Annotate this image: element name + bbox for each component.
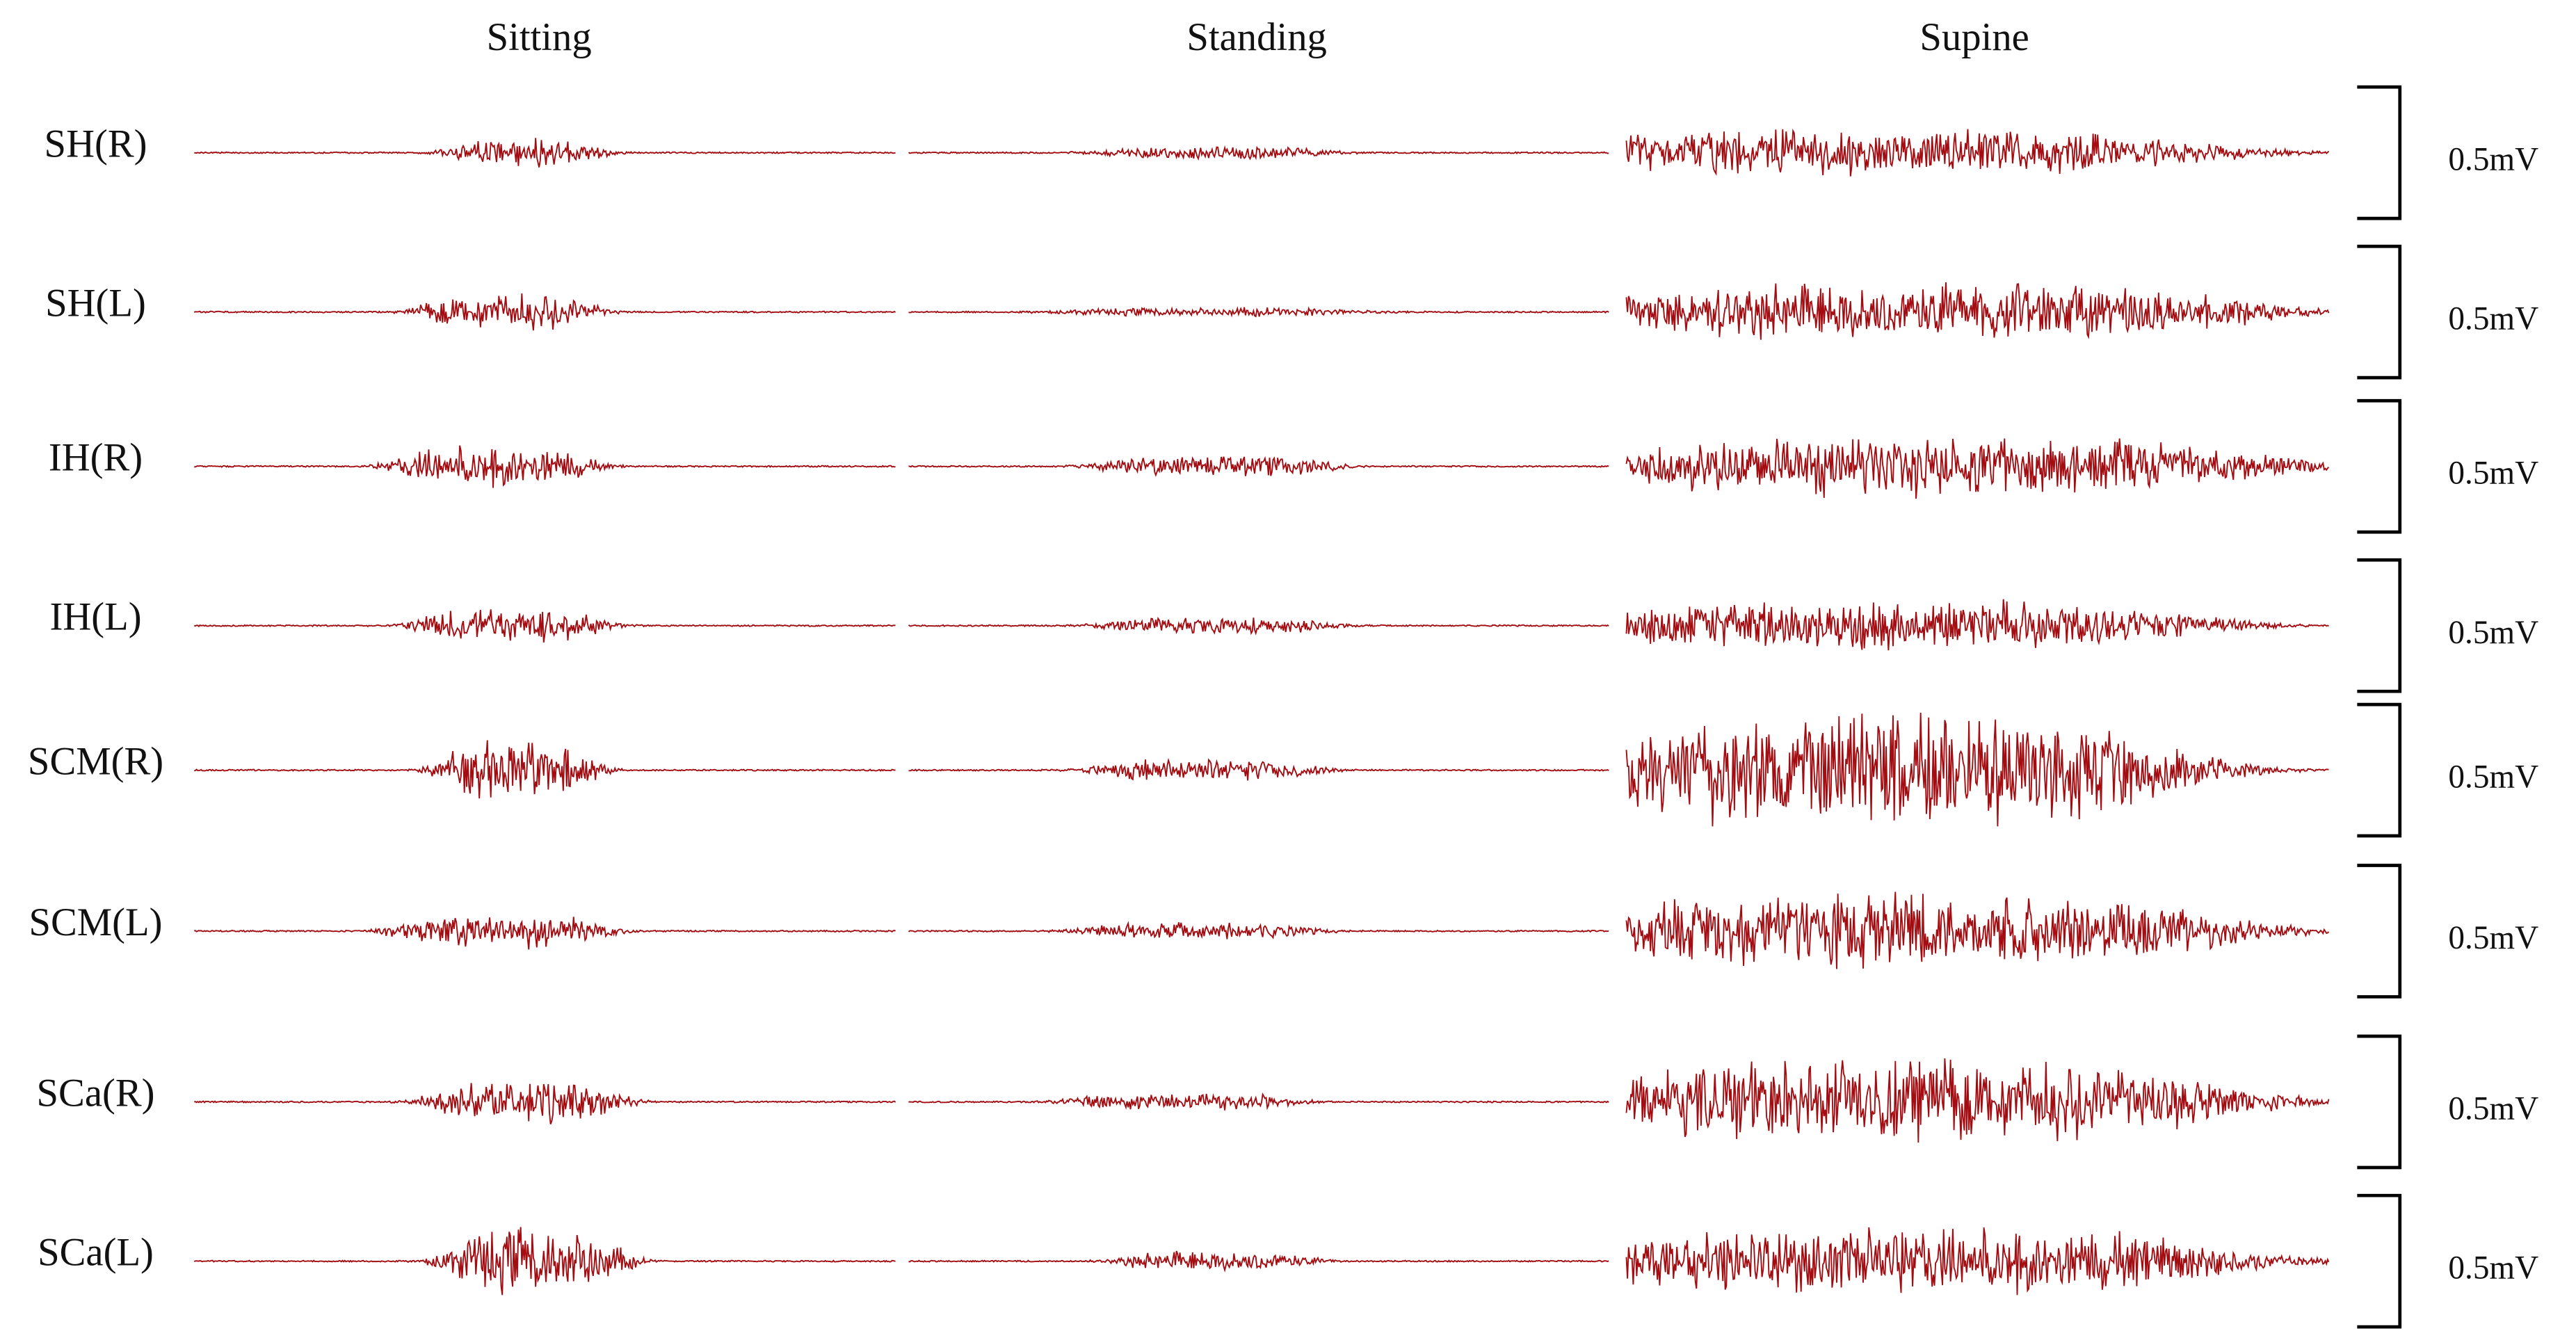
scale-bracket xyxy=(2357,864,2402,999)
emg-trace xyxy=(194,138,896,168)
row-label: SCM(L) xyxy=(29,901,163,944)
scale-bracket xyxy=(2357,398,2402,534)
row-label: IH(R) xyxy=(49,437,143,480)
row-label: SH(L) xyxy=(45,282,146,325)
row-label: SCa(R) xyxy=(37,1072,155,1115)
emg-trace xyxy=(193,1083,896,1125)
emg-trace xyxy=(908,455,1609,477)
scale-bracket xyxy=(2357,702,2402,838)
emg-trace xyxy=(908,306,1609,318)
emg-trace xyxy=(193,740,896,799)
scale-label: 0.5mV xyxy=(2448,615,2538,651)
scale-label: 0.5mV xyxy=(2448,1250,2538,1286)
emg-trace xyxy=(908,616,1609,636)
emg-trace xyxy=(1625,128,2330,177)
emg-trace xyxy=(194,445,896,488)
emg-trace xyxy=(194,917,896,950)
scale-bracket xyxy=(2357,85,2402,220)
emg-trace xyxy=(193,293,896,331)
row-label: SH(R) xyxy=(45,123,147,166)
scale-label: 0.5mV xyxy=(2448,1091,2538,1127)
scale-bracket xyxy=(2357,558,2402,693)
scale-bracket xyxy=(2357,1193,2402,1329)
row-label: IH(L) xyxy=(49,596,141,639)
scale-label: 0.5mV xyxy=(2448,301,2538,337)
scale-label: 0.5mV xyxy=(2448,759,2538,796)
scale-bracket xyxy=(2357,244,2402,380)
emg-trace xyxy=(1625,438,2330,499)
scale-label: 0.5mV xyxy=(2448,142,2538,178)
emg-trace xyxy=(1625,1058,2330,1143)
emg-trace xyxy=(908,921,1609,939)
row-label: SCa(L) xyxy=(38,1232,154,1275)
emg-trace xyxy=(908,1250,1609,1273)
emg-trace xyxy=(908,1092,1609,1111)
scale-bracket xyxy=(2357,1034,2402,1170)
column-title: Supine xyxy=(1919,16,2029,59)
row-label: SCM(R) xyxy=(28,740,163,783)
emg-trace xyxy=(908,145,1609,161)
emg-trace xyxy=(1625,282,2330,340)
emg-trace xyxy=(908,757,1609,781)
emg-trace xyxy=(1625,712,2329,827)
scale-label: 0.5mV xyxy=(2448,920,2538,956)
emg-trace xyxy=(1625,599,2329,651)
emg-trace xyxy=(1625,891,2330,969)
emg-trace xyxy=(193,1227,896,1295)
column-title: Sitting xyxy=(487,16,592,59)
scale-label: 0.5mV xyxy=(2448,455,2538,492)
column-title: Standing xyxy=(1186,16,1326,59)
emg-trace xyxy=(1625,1227,2330,1295)
emg-trace xyxy=(193,609,896,643)
